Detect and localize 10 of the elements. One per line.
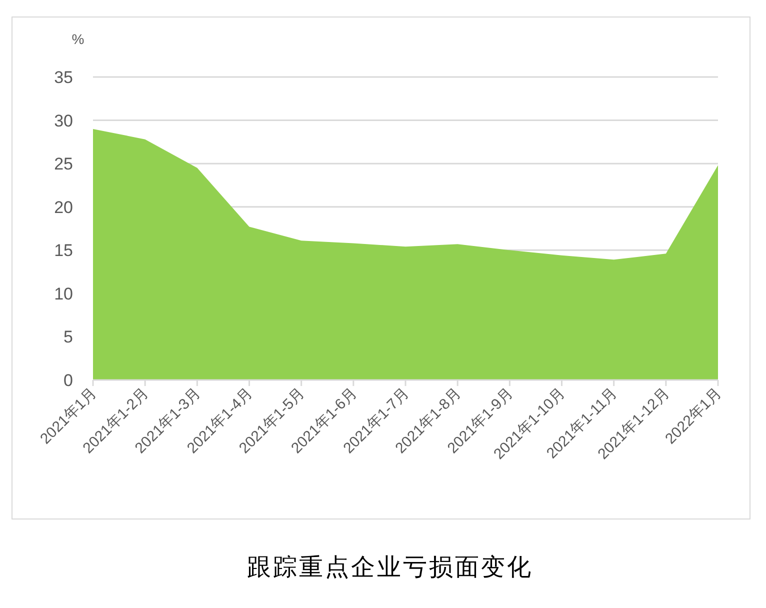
text: 跟踪重点企业亏损面变化 [247, 553, 533, 581]
y-tick-label: 20 [54, 198, 73, 217]
y-tick-label: 0 [64, 371, 73, 390]
y-tick-label: 35 [54, 68, 73, 87]
y-tick-label: 5 [64, 328, 73, 347]
y-tick-label: 30 [54, 111, 73, 130]
y-tick-label: 10 [54, 284, 73, 304]
y-tick-label: 25 [54, 154, 73, 174]
y-tick-label: 15 [54, 241, 73, 260]
y-axis-title: % [72, 31, 84, 47]
